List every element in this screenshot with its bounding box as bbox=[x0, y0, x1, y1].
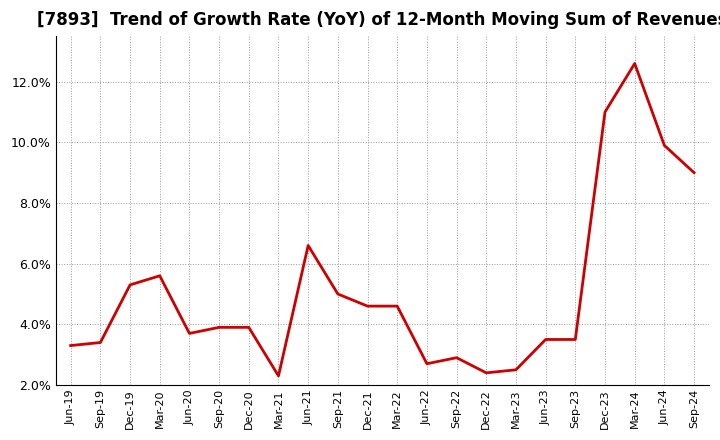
Title: [7893]  Trend of Growth Rate (YoY) of 12-Month Moving Sum of Revenues: [7893] Trend of Growth Rate (YoY) of 12-… bbox=[37, 11, 720, 29]
